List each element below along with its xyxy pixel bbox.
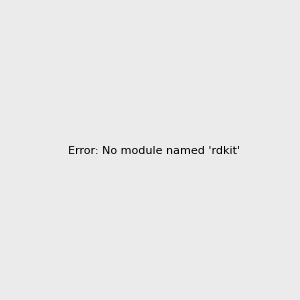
- Text: Error: No module named 'rdkit': Error: No module named 'rdkit': [68, 146, 240, 157]
